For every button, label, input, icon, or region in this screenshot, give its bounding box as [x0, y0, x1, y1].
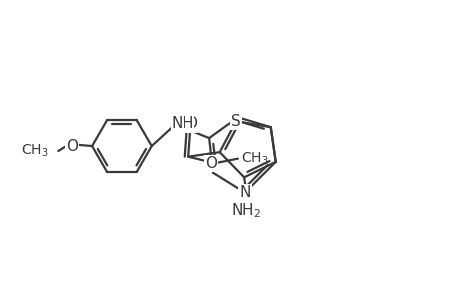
Text: CH$_3$: CH$_3$ — [21, 143, 48, 159]
Text: O: O — [185, 116, 197, 131]
Text: S: S — [231, 114, 241, 129]
Text: O: O — [205, 156, 217, 171]
Text: O: O — [66, 139, 78, 154]
Text: N: N — [171, 116, 183, 131]
Text: N: N — [239, 185, 250, 200]
Text: H: H — [181, 116, 193, 131]
Text: NH$_2$: NH$_2$ — [230, 201, 261, 220]
Text: CH$_3$: CH$_3$ — [241, 150, 268, 167]
